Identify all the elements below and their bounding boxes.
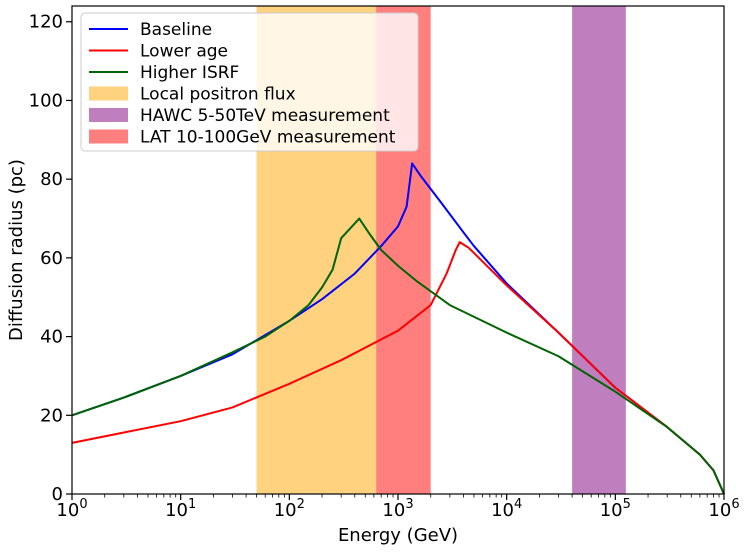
x-tick-base: 10 <box>708 500 731 521</box>
legend-label-5: LAT 10-100GeV measurement <box>140 128 396 148</box>
y-tick-label-4: 80 <box>40 169 63 190</box>
legend-patch-3 <box>89 86 128 101</box>
y-axis-title: Diffusion radius (pc) <box>6 159 27 341</box>
y-axis: 0 20 40 60 80 100 120 <box>29 12 72 505</box>
y-tick-label-6: 120 <box>29 12 63 33</box>
x-tick-label-1: 101 <box>165 497 196 521</box>
band-1 <box>572 6 626 494</box>
x-tick-exponent: 4 <box>514 497 522 512</box>
x-tick-exponent: 6 <box>731 497 739 512</box>
x-tick-base: 10 <box>56 500 79 521</box>
legend-label-2: Higher ISRF <box>140 63 239 83</box>
legend-box <box>80 12 419 152</box>
x-tick-base: 10 <box>165 500 188 521</box>
x-tick-exponent: 2 <box>297 497 305 512</box>
x-tick-label-5: 105 <box>600 497 631 521</box>
legend-label-4: HAWC 5-50TeV measurement <box>140 106 390 126</box>
y-tick-label-0: 0 <box>52 484 63 505</box>
series-layer <box>71 162 725 495</box>
x-axis-title: Energy (GeV) <box>338 525 458 546</box>
x-tick-base: 10 <box>600 500 623 521</box>
x-tick-base: 10 <box>382 500 405 521</box>
y-tick-label-2: 40 <box>40 327 63 348</box>
y-tick-label-5: 100 <box>29 90 63 111</box>
x-axis: 100 101 102 103 104 105 106 <box>56 494 740 521</box>
x-tick-exponent: 1 <box>188 497 196 512</box>
y-tick-label-1: 20 <box>40 405 63 426</box>
series-line-2 <box>71 217 725 495</box>
x-tick-label-4: 104 <box>491 497 522 521</box>
x-tick-exponent: 0 <box>79 497 87 512</box>
x-tick-exponent: 5 <box>623 497 631 512</box>
legend-label-0: Baseline <box>140 20 212 40</box>
x-tick-base: 10 <box>491 500 514 521</box>
legend-patch-4 <box>89 108 128 122</box>
x-tick-label-3: 103 <box>382 497 413 521</box>
x-tick-label-0: 100 <box>56 497 87 521</box>
legend-label-1: Lower age <box>140 42 228 62</box>
x-tick-label-2: 102 <box>274 497 305 521</box>
x-tick-exponent: 3 <box>405 497 413 512</box>
x-tick-base: 10 <box>274 500 297 521</box>
y-tick-label-3: 60 <box>40 248 63 269</box>
legend-label-3: Local positron flux <box>140 85 296 105</box>
x-tick-label-6: 106 <box>708 497 739 521</box>
legend-patch-5 <box>89 129 128 144</box>
